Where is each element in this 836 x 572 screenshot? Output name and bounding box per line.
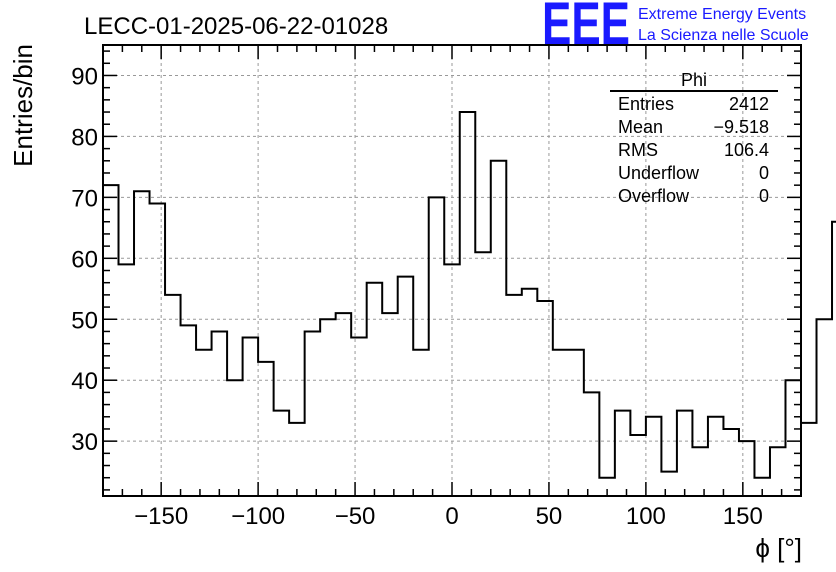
stats-row-value: 2412: [729, 94, 769, 114]
x-tick-label: 100: [626, 503, 666, 530]
x-tick-label: 0: [445, 503, 458, 530]
stats-row-label: RMS: [618, 140, 658, 160]
x-tick-label: −50: [335, 503, 376, 530]
x-tick-labels: −150 −100 −50 0 50 100 150: [134, 503, 763, 530]
stats-row-label: Mean: [618, 117, 663, 137]
y-tick-label: 30: [71, 429, 98, 456]
x-tick-label: −150: [134, 503, 188, 530]
histogram-outline: [103, 111, 836, 479]
stats-row-value: 0: [759, 163, 769, 183]
eee-logo-line2: La Scienza nelle Scuole: [638, 27, 809, 44]
x-axis-title: ϕ [°]: [755, 533, 802, 563]
x-tick-label: −100: [231, 503, 285, 530]
x-tick-label: 50: [536, 503, 563, 530]
eee-logo: EEE Extreme Energy Events La Scienza nel…: [542, 0, 809, 57]
stats-row-value: 106.4: [724, 140, 769, 160]
y-tick-label: 70: [71, 185, 98, 212]
axis-ticks: [102, 45, 802, 496]
stats-box: Phi Entries 2412 Mean −9.518 RMS 106.4 Underfl…: [610, 70, 778, 206]
stats-row-label: Overflow: [618, 186, 690, 206]
x-tick-label: 150: [723, 503, 763, 530]
stats-row-value: −9.518: [713, 117, 769, 137]
grid-lines: [103, 45, 801, 496]
stats-row-label: Underflow: [618, 163, 700, 183]
stats-row-label: Entries: [618, 94, 674, 114]
stats-title: Phi: [681, 70, 707, 90]
eee-logo-line1: Extreme Energy Events: [638, 6, 806, 23]
chart-title: LECC-01-2025-06-22-01028: [84, 13, 388, 40]
y-tick-labels: 30 40 50 60 70 80 90: [71, 63, 98, 456]
stats-row-value: 0: [759, 186, 769, 206]
y-tick-label: 40: [71, 368, 98, 395]
y-tick-label: 60: [71, 246, 98, 273]
y-axis-title: Entries/bin: [8, 44, 38, 167]
y-tick-label: 50: [71, 307, 98, 334]
y-tick-label: 90: [71, 63, 98, 90]
eee-logo-mark: EEE: [542, 0, 630, 57]
y-tick-label: 80: [71, 124, 98, 151]
